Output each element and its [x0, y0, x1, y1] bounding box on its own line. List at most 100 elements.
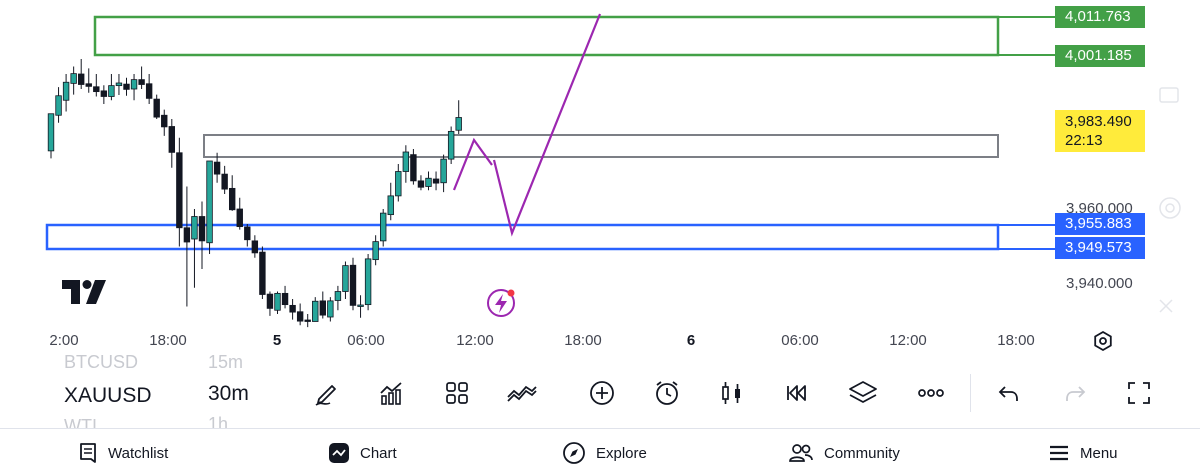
- candle-down: [93, 86, 100, 93]
- symbol-current[interactable]: XAUUSD: [64, 384, 152, 407]
- bar-countdown: 22:13: [1065, 132, 1103, 149]
- nav-watchlist[interactable]: Watchlist: [78, 439, 168, 467]
- undo-icon[interactable]: [992, 376, 1026, 410]
- redo-icon[interactable]: [1058, 376, 1092, 410]
- settings-icon[interactable]: [1092, 330, 1114, 357]
- bolt-icon: [487, 289, 515, 317]
- time-axis-label: 18:00: [997, 332, 1035, 349]
- candle-down: [259, 251, 266, 295]
- candle-down: [417, 180, 425, 188]
- price-chart[interactable]: [0, 0, 1200, 360]
- candle-down: [176, 152, 183, 229]
- candle-up: [206, 160, 213, 244]
- tradingview-logo: [62, 280, 106, 309]
- nav-menu-label: Menu: [1080, 444, 1118, 462]
- symbol-picker[interactable]: BTCUSD 15m XAUUSD 30m WTI 1h: [0, 352, 300, 436]
- time-axis-label: 18:00: [149, 332, 187, 349]
- candle-down: [349, 264, 357, 306]
- candle-down: [153, 98, 160, 118]
- chart-style-icon[interactable]: [505, 376, 539, 410]
- time-axis-label: 6: [686, 332, 696, 349]
- time-axis-label: 06:00: [347, 332, 385, 349]
- candle-up: [379, 212, 387, 242]
- replay-icon[interactable]: [780, 376, 814, 410]
- candle-up: [327, 300, 334, 318]
- supply-zone-lower-label: 4,001.185: [1055, 45, 1145, 67]
- candle-down: [213, 161, 221, 175]
- candle-down: [183, 227, 191, 243]
- candle-up: [130, 79, 138, 90]
- candle-down: [251, 240, 259, 254]
- interval-prev[interactable]: 15m: [208, 352, 244, 372]
- nav-explore-label: Explore: [596, 444, 647, 462]
- alert-icon[interactable]: [650, 376, 684, 410]
- time-axis-label: 5: [272, 332, 282, 349]
- symbol-prev[interactable]: BTCUSD: [64, 352, 139, 372]
- supply-zone-box: [93, 15, 1000, 57]
- candle-down: [78, 73, 85, 85]
- candle-down: [281, 292, 289, 306]
- time-axis-label: 18:00: [564, 332, 602, 349]
- candle-down: [221, 173, 228, 190]
- nav-menu[interactable]: Menu: [1048, 439, 1118, 467]
- candle-down: [304, 319, 311, 322]
- candle-up: [62, 81, 70, 101]
- candle-up: [312, 300, 319, 322]
- candle-up: [55, 95, 62, 116]
- candle-down: [100, 90, 108, 97]
- candle-down: [161, 114, 168, 128]
- candle-up: [372, 241, 379, 261]
- nav-explore[interactable]: Explore: [562, 439, 647, 467]
- time-axis-label: 12:00: [456, 332, 494, 349]
- candle-up: [364, 258, 372, 306]
- layouts-icon[interactable]: [440, 376, 474, 410]
- current-price-label: 3,983.490 22:13: [1055, 110, 1145, 152]
- candle-down: [138, 79, 145, 85]
- interval-current[interactable]: 30m: [208, 382, 249, 405]
- candle-down: [168, 126, 175, 153]
- nav-watchlist-label: Watchlist: [108, 444, 169, 462]
- candle-up: [274, 292, 281, 311]
- candles-icon[interactable]: [715, 376, 749, 410]
- bottom-navigation: Watchlist Chart Explore Community Menu: [0, 428, 1200, 476]
- chart-area[interactable]: 4,011.763 4,001.185 3,983.490 22:13 3,96…: [0, 0, 1200, 360]
- candle-down: [319, 300, 326, 316]
- candle-up: [440, 158, 447, 184]
- candle-down: [228, 187, 236, 211]
- indicators-icon[interactable]: [375, 376, 409, 410]
- candle-up: [334, 291, 342, 301]
- price-axis-label: 3,960.000: [1066, 200, 1133, 217]
- more-icon[interactable]: [914, 376, 948, 410]
- candle-up: [115, 82, 123, 87]
- candle-up: [387, 195, 394, 216]
- candle-up: [47, 113, 55, 152]
- supply-zone-upper-label: 4,011.763: [1055, 6, 1145, 28]
- nav-chart-label: Chart: [360, 444, 397, 462]
- price-axis-label: 3,940.000: [1066, 275, 1133, 292]
- fullscreen-icon[interactable]: [1122, 376, 1156, 410]
- nav-chart[interactable]: Chart: [328, 439, 397, 467]
- add-icon[interactable]: [585, 376, 619, 410]
- candle-down: [236, 208, 243, 228]
- chart-toolbar: [300, 368, 1200, 420]
- pencil-icon[interactable]: [310, 376, 344, 410]
- menu-icon: [1050, 445, 1068, 461]
- time-axis-label: 12:00: [889, 332, 927, 349]
- candle-down: [244, 226, 251, 241]
- candle-down: [296, 311, 304, 322]
- demand-zone-upper-label: 3,955.883: [1055, 213, 1145, 235]
- candle-up: [342, 265, 349, 292]
- layers-icon[interactable]: [846, 376, 880, 410]
- demand-zone-lower-label: 3,949.573: [1055, 237, 1145, 259]
- candle-down: [289, 304, 296, 313]
- notification-dot: [507, 289, 515, 297]
- nav-community[interactable]: Community: [788, 439, 900, 467]
- candle-down: [145, 83, 153, 99]
- bolt-icon: [495, 294, 507, 313]
- candle-up: [447, 130, 455, 160]
- nav-community-label: Community: [824, 444, 900, 462]
- projection-zigzag: [452, 137, 493, 191]
- watchlist-icon: [80, 443, 96, 463]
- compass-icon: [563, 442, 585, 464]
- current-price-value: 3,983.490: [1065, 113, 1132, 130]
